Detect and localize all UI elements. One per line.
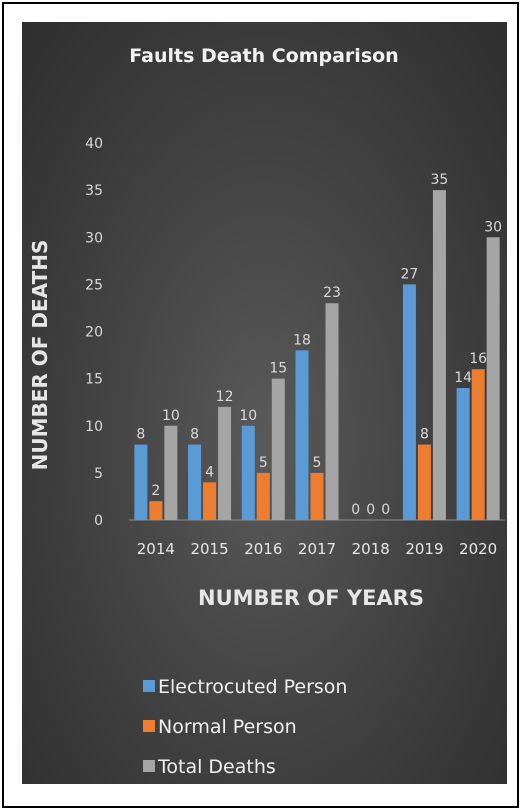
bar bbox=[218, 406, 232, 520]
bar bbox=[241, 425, 255, 520]
bar bbox=[456, 388, 470, 520]
y-tick-label: 35 bbox=[85, 183, 103, 199]
data-label: 5 bbox=[313, 455, 322, 471]
y-tick-label: 15 bbox=[85, 372, 103, 388]
chart-title: Faults Death Comparison bbox=[129, 45, 398, 67]
legend-swatch bbox=[143, 720, 155, 732]
bars bbox=[134, 190, 500, 520]
y-tick-label: 20 bbox=[85, 325, 103, 341]
bar bbox=[310, 472, 324, 520]
data-label: 16 bbox=[469, 351, 487, 367]
legend-swatch bbox=[143, 680, 155, 692]
data-label: 8 bbox=[136, 427, 145, 443]
y-tick-label: 10 bbox=[85, 419, 103, 435]
bar bbox=[203, 482, 217, 520]
legend-label: Normal Person bbox=[158, 716, 297, 738]
legend-label: Total Deaths bbox=[157, 756, 276, 778]
data-label: 10 bbox=[162, 408, 180, 424]
data-label: 18 bbox=[293, 332, 311, 348]
data-label: 30 bbox=[484, 219, 502, 235]
data-label: 8 bbox=[420, 427, 429, 443]
legend-label: Electrocuted Person bbox=[158, 676, 347, 698]
legend: Electrocuted Person Normal Person Total De… bbox=[143, 676, 347, 778]
x-tick-label: 2020 bbox=[459, 540, 497, 558]
data-label: 0 bbox=[381, 502, 390, 518]
bar bbox=[471, 369, 485, 520]
data-label: 2 bbox=[151, 483, 160, 499]
x-axis-title: NUMBER OF YEARS bbox=[198, 586, 424, 610]
data-label: 8 bbox=[190, 427, 199, 443]
data-label: 4 bbox=[205, 464, 214, 480]
y-tick-label: 30 bbox=[85, 230, 103, 246]
chart-panel: Faults Death Comparison 0 5 10 15 20 25 30 35 40… bbox=[22, 22, 507, 784]
data-label: 12 bbox=[216, 389, 234, 405]
data-label: 27 bbox=[401, 266, 419, 282]
bar bbox=[295, 350, 309, 520]
y-tick-label: 5 bbox=[94, 466, 103, 482]
data-label: 15 bbox=[269, 361, 287, 377]
bar bbox=[402, 284, 416, 520]
data-label: 0 bbox=[366, 502, 375, 518]
y-tick-label: 0 bbox=[94, 513, 103, 529]
bar bbox=[432, 190, 446, 520]
data-label: 14 bbox=[454, 370, 472, 386]
bar bbox=[149, 501, 163, 520]
x-tick-label: 2015 bbox=[190, 540, 228, 558]
data-label: 35 bbox=[431, 172, 449, 188]
data-label: 5 bbox=[259, 455, 268, 471]
data-label: 10 bbox=[239, 408, 257, 424]
legend-swatch bbox=[143, 760, 155, 772]
y-tick-label: 25 bbox=[85, 277, 103, 293]
x-tick-label: 2018 bbox=[352, 540, 390, 558]
data-label: 23 bbox=[323, 285, 341, 301]
x-tick-label: 2014 bbox=[137, 540, 175, 558]
x-tick-label: 2019 bbox=[405, 540, 443, 558]
y-axis-ticks: 0 5 10 15 20 25 30 35 40 bbox=[85, 136, 103, 529]
bar bbox=[164, 425, 178, 520]
bar bbox=[325, 303, 339, 520]
x-tick-label: 2016 bbox=[244, 540, 282, 558]
x-axis-ticks: 2014 2015 2016 2017 2018 2019 2020 bbox=[137, 540, 497, 558]
bar bbox=[417, 444, 431, 520]
bar bbox=[188, 444, 202, 520]
bar bbox=[271, 378, 285, 520]
bar bbox=[134, 444, 148, 520]
bar bbox=[256, 472, 270, 520]
y-tick-label: 40 bbox=[85, 136, 103, 152]
bar-chart: Faults Death Comparison 0510152025303540… bbox=[28, 45, 505, 778]
bar bbox=[486, 237, 500, 520]
data-label: 0 bbox=[351, 502, 360, 518]
y-axis-title: NUMBER OF DEATHS bbox=[28, 240, 52, 471]
x-tick-label: 2017 bbox=[298, 540, 336, 558]
